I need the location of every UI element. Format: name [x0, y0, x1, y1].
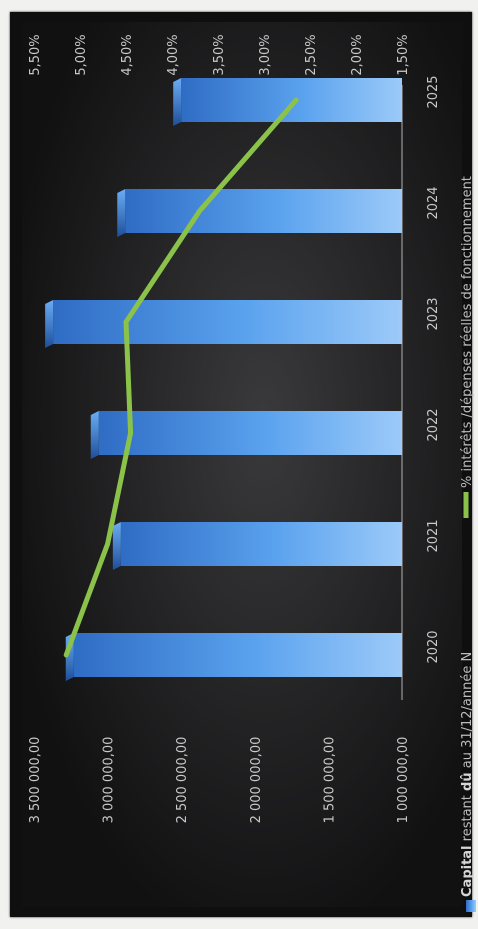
category-label-4: 2024 — [426, 186, 441, 219]
bar-body-2021 — [120, 522, 403, 566]
right-tick-label-6: 4,50% — [120, 34, 135, 75]
bar-2025 — [173, 78, 402, 126]
right-tick-label-2: 2,50% — [304, 34, 319, 75]
right-tick-label-7: 5,00% — [74, 34, 89, 75]
right-tick-label-8: 5,50% — [28, 34, 43, 75]
legend-label-capital: Capital restant dû au 31/12/année N — [460, 652, 475, 897]
legend-capital-rest: au 31/12/année N — [460, 652, 475, 773]
legend-capital-mid: restant — [460, 791, 475, 846]
bar-body-2025 — [181, 78, 402, 122]
category-label-1: 2021 — [426, 519, 441, 552]
right-tick-label-1: 2,00% — [350, 34, 365, 75]
category-label-3: 2023 — [426, 297, 441, 330]
right-tick-label-4: 3,50% — [212, 34, 227, 75]
legend: Capital restant dû au 31/12/année N % in… — [460, 176, 476, 912]
bar-body-2024 — [125, 189, 402, 233]
category-label-0: 2020 — [426, 630, 441, 663]
line-series-percent — [63, 97, 299, 658]
left-tick-label-2: 2 000 000,00 — [249, 737, 264, 824]
left-tick-label-0: 1 000 000,00 — [396, 737, 411, 824]
bar-2022 — [90, 411, 402, 459]
bar-2021 — [112, 522, 403, 570]
right-tick-label-3: 3,00% — [258, 34, 273, 75]
legend-swatch-capital — [466, 900, 476, 912]
category-tick-labels: 2020 2021 2022 2023 2024 2025 — [426, 75, 441, 663]
right-tick-label-5: 4,00% — [166, 34, 181, 75]
left-tick-label-3: 2 500 000,00 — [175, 737, 190, 824]
left-tick-label-5: 3 500 000,00 — [28, 737, 43, 824]
right-tick-label-0: 1,50% — [396, 34, 411, 75]
bar-cap-2022 — [90, 411, 99, 459]
left-axis-tick-labels: 1 000 000,00 1 500 000,00 2 000 000,00 2… — [28, 737, 411, 824]
bar-2024 — [117, 189, 402, 237]
bar-series — [45, 78, 403, 681]
bar-cap-2023 — [45, 300, 54, 348]
bar-2023 — [45, 300, 403, 348]
bar-cap-2025 — [173, 78, 182, 126]
bar-cap-2024 — [117, 189, 126, 237]
bar-body-2023 — [53, 300, 403, 344]
category-label-2: 2022 — [426, 408, 441, 441]
legend-capital-word: Capital — [460, 845, 475, 897]
plot-background — [22, 22, 462, 907]
bar-cap-2021 — [112, 522, 121, 570]
legend-du-word: dû — [460, 772, 475, 791]
bar-2020 — [65, 633, 402, 681]
left-tick-label-1: 1 500 000,00 — [322, 737, 337, 824]
category-label-5: 2025 — [426, 75, 441, 108]
left-tick-label-4: 3 000 000,00 — [102, 737, 117, 824]
right-axis-tick-labels: 1,50% 2,00% 2,50% 3,00% 3,50% 4,00% 4,50… — [28, 34, 411, 75]
bar-body-2022 — [98, 411, 402, 455]
bar-body-2020 — [73, 633, 402, 677]
legend-label-percent: % intérêts /dépenses réelles de fonction… — [460, 176, 475, 488]
